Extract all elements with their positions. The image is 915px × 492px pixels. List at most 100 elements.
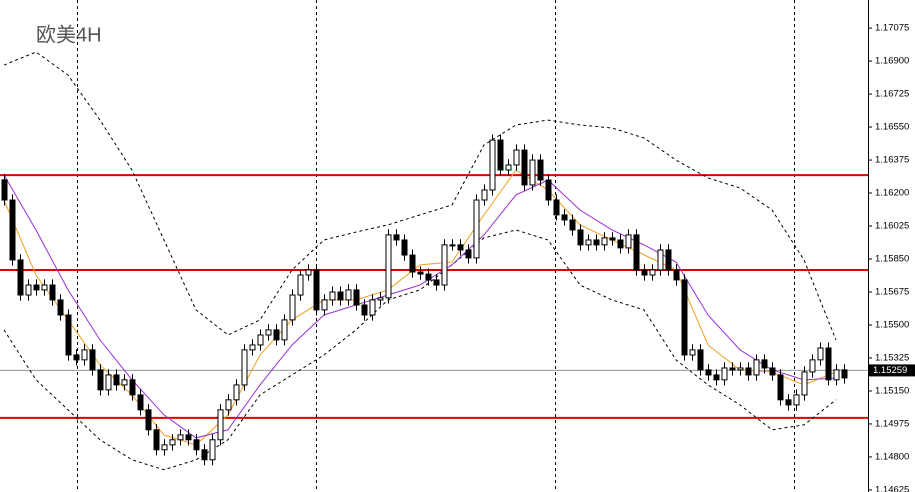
candle-body [385, 234, 392, 299]
y-tick-label: 1.15150 [875, 385, 909, 396]
candle-body [241, 349, 248, 386]
candle-body [41, 284, 48, 291]
candle-body [105, 374, 112, 391]
candle-body [625, 234, 632, 249]
candle-body [193, 439, 200, 451]
candle-body [609, 237, 616, 241]
candle-body [665, 249, 672, 271]
y-tick-label: 1.16200 [875, 188, 909, 199]
candle-body [729, 367, 736, 371]
y-tick-label: 1.14800 [875, 451, 909, 462]
candle-body [73, 354, 80, 361]
candle-body [201, 449, 208, 461]
candle-body [121, 379, 128, 386]
candle-body [489, 139, 496, 191]
candle-body [305, 269, 312, 276]
candle-body [633, 234, 640, 271]
candle-body [441, 244, 448, 286]
candle-body [401, 239, 408, 256]
candle-body [353, 289, 360, 306]
candle-body [153, 429, 160, 451]
candle-body [369, 299, 376, 316]
candle-body [545, 179, 552, 201]
levels [0, 174, 868, 419]
candle-body [281, 319, 288, 341]
candle-body [721, 367, 728, 381]
candle-body [521, 149, 528, 186]
candle-body [321, 299, 328, 311]
candle-body [185, 434, 192, 441]
candle-body [585, 239, 592, 246]
bollinger-band [3, 51, 837, 341]
candle-body [449, 244, 456, 247]
candle-body [753, 359, 760, 376]
candle-body [657, 249, 664, 271]
last-price-box [869, 364, 915, 377]
y-tick-label: 1.14975 [875, 418, 909, 429]
candle-body [329, 291, 336, 301]
candle-body [561, 214, 568, 221]
candle-body [553, 199, 560, 216]
candle-body [481, 189, 488, 201]
candle-body [169, 439, 176, 446]
chart-title: 欧美4H [36, 23, 102, 46]
moving-average [3, 174, 837, 439]
candle-body [249, 344, 256, 351]
candle-body [49, 284, 56, 301]
candle-body [593, 239, 600, 246]
candle-body [809, 359, 816, 373]
candle-body [145, 409, 152, 431]
candle-body [337, 291, 344, 301]
candle-body [505, 164, 512, 171]
candle-body [361, 304, 368, 316]
candle-body [577, 229, 584, 246]
candle-body [425, 273, 432, 281]
candle-body [273, 329, 280, 341]
y-tick-label: 1.17075 [875, 23, 909, 34]
candle-body [745, 367, 752, 376]
candle-body [697, 349, 704, 371]
candle-body [313, 269, 320, 311]
candle-body [841, 369, 848, 379]
y-tick-label: 1.16550 [875, 122, 909, 133]
candle-body [17, 259, 24, 296]
last-price-label: 1.15259 [873, 365, 907, 376]
candle-body [9, 199, 16, 261]
candle-body [97, 369, 104, 391]
y-tick-label: 1.16375 [875, 155, 909, 166]
candle-body [825, 347, 832, 381]
candle-body [393, 234, 400, 241]
candle-body [777, 374, 784, 401]
candle-body [257, 334, 264, 346]
candle-body [761, 359, 768, 369]
candle-body [377, 297, 384, 301]
candle-body [265, 329, 272, 336]
y-tick-label: 1.16025 [875, 221, 909, 232]
candle-body [297, 274, 304, 296]
y-tick-label: 1.15325 [875, 352, 909, 363]
candle-body [225, 399, 232, 411]
candle-body [833, 369, 840, 381]
candles [1, 134, 848, 466]
candle-body [681, 279, 688, 356]
candle-body [649, 269, 656, 276]
candle-body [617, 239, 624, 249]
candle-body [801, 371, 808, 396]
candle-body [497, 139, 504, 171]
candle-body [705, 369, 712, 376]
candle-body [473, 199, 480, 259]
candle-body [417, 271, 424, 275]
candle-body [209, 439, 216, 461]
candle-body [601, 237, 608, 246]
candle-body [217, 409, 224, 441]
candle-body [457, 244, 464, 251]
candle-body [1, 179, 8, 201]
candle-body [689, 349, 696, 356]
candle-body [769, 367, 776, 376]
candle-body [569, 219, 576, 231]
y-tick-label: 1.14625 [875, 484, 909, 492]
candle-body [409, 254, 416, 273]
candle-body [177, 434, 184, 441]
